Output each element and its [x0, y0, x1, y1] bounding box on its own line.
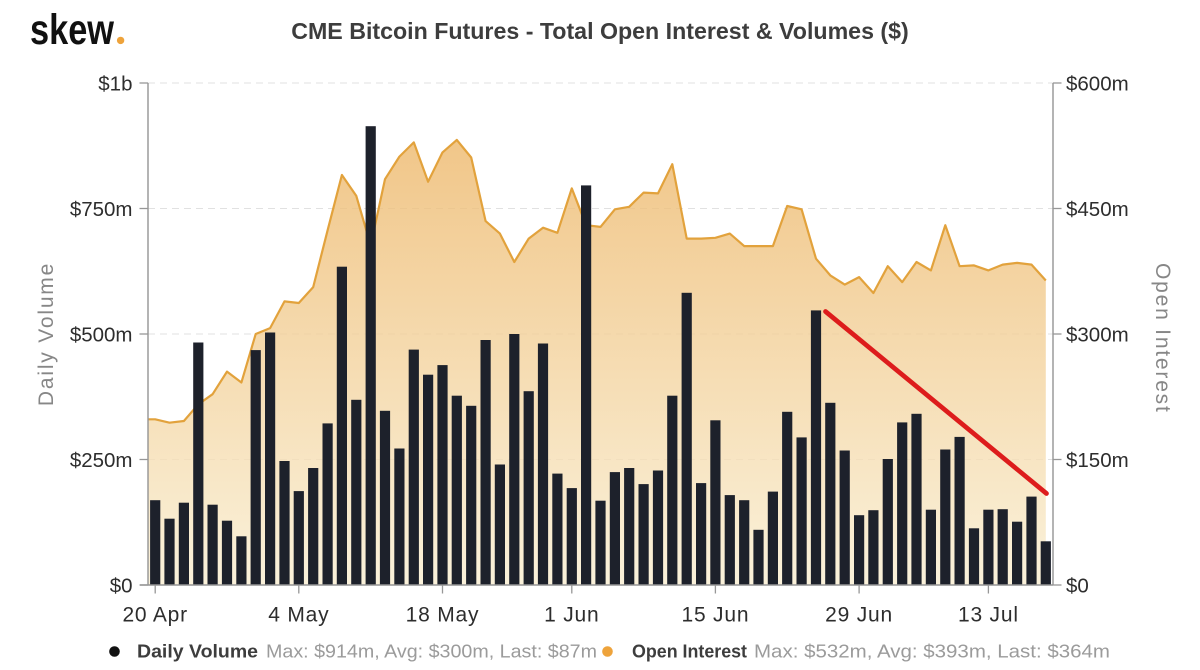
- svg-text:1 Jun: 1 Jun: [544, 603, 599, 626]
- svg-text:$0: $0: [110, 574, 133, 597]
- svg-text:Max: $532m, Avg: $393m, Last:: Max: $532m, Avg: $393m, Last: $364m: [754, 642, 1110, 662]
- svg-text:$450m: $450m: [1066, 198, 1129, 221]
- svg-text:Daily Volume: Daily Volume: [137, 642, 258, 662]
- svg-text:$750m: $750m: [70, 198, 133, 221]
- svg-text:skew: skew: [30, 6, 114, 54]
- svg-text:20 Apr: 20 Apr: [122, 603, 188, 626]
- svg-text:Open Interest: Open Interest: [1151, 263, 1174, 414]
- svg-text:$0: $0: [1066, 574, 1089, 597]
- svg-text:$600m: $600m: [1066, 72, 1129, 95]
- svg-text:13 Jul: 13 Jul: [958, 603, 1019, 626]
- svg-text:Open Interest: Open Interest: [632, 642, 747, 662]
- svg-text:Max: $914m, Avg: $300m, Last:: Max: $914m, Avg: $300m, Last: $87m: [266, 642, 597, 662]
- svg-text:29 Jun: 29 Jun: [825, 603, 893, 626]
- svg-text:CME Bitcoin Futures - Total Op: CME Bitcoin Futures - Total Open Interes…: [291, 18, 909, 44]
- svg-text:$250m: $250m: [70, 449, 133, 472]
- svg-text:$300m: $300m: [1066, 323, 1129, 346]
- svg-text:$150m: $150m: [1066, 449, 1129, 472]
- svg-text:4 May: 4 May: [268, 603, 329, 626]
- svg-text:18 May: 18 May: [406, 603, 480, 626]
- svg-text:$1b: $1b: [98, 72, 132, 95]
- svg-text:$500m: $500m: [70, 323, 133, 346]
- svg-text:Daily Volume: Daily Volume: [35, 262, 58, 406]
- svg-text:15 Jun: 15 Jun: [681, 603, 749, 626]
